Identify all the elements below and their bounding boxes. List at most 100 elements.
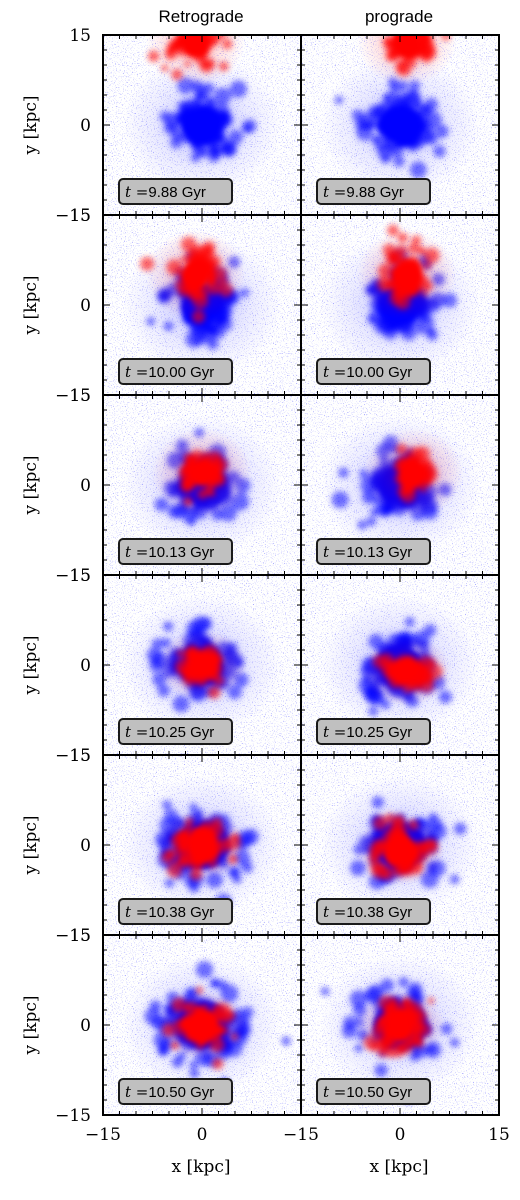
column-title-retrograde: Retrograde xyxy=(158,7,243,26)
blue-particle-clump xyxy=(187,517,196,527)
time-label: t =10.25 Gyr xyxy=(316,718,431,745)
red-particle-clump xyxy=(417,247,426,255)
blue-particle-clump xyxy=(404,617,415,627)
time-label-text: t =10.50 Gyr xyxy=(323,1083,412,1101)
panel-7: t =10.25 Gyr xyxy=(102,574,302,756)
blue-particle-clump xyxy=(343,1015,358,1030)
y-axis-label: y [kpc] xyxy=(21,996,41,1056)
red-particle-clump xyxy=(400,25,409,34)
blue-particle-clump xyxy=(151,638,163,650)
blue-particle-clump xyxy=(320,986,330,996)
red-particle-clump xyxy=(196,27,204,35)
y-tick-label: 0 xyxy=(80,836,91,856)
blue-particle-clump xyxy=(334,95,344,105)
red-particle-clump xyxy=(395,245,408,257)
time-label-box xyxy=(118,1078,233,1105)
blue-particle-clump xyxy=(354,1044,363,1053)
time-label: t =10.00 Gyr xyxy=(118,358,233,385)
red-particle-clump xyxy=(227,854,238,865)
blue-particle-clump xyxy=(190,141,201,152)
red-dense-core xyxy=(187,1009,217,1041)
red-particle-clump xyxy=(396,61,412,77)
panel-2: t =9.88 Gyr xyxy=(300,25,500,216)
red-particle-clump xyxy=(183,496,193,507)
blue-particle-clump xyxy=(374,1063,388,1078)
time-label-box xyxy=(316,358,431,385)
time-label-box xyxy=(316,718,431,745)
panel-11: t =10.50 Gyr xyxy=(102,934,302,1116)
red-particle-clump xyxy=(181,830,189,839)
y-tick-label: 15 xyxy=(69,926,91,946)
x-axis-label-right: x [kpc] xyxy=(370,1157,429,1177)
red-dense-core xyxy=(385,1009,415,1041)
panel-plot-area xyxy=(301,755,499,935)
time-label-text: t =10.13 Gyr xyxy=(125,543,214,561)
blue-particle-clump xyxy=(221,143,233,154)
blue-particle-clump xyxy=(423,624,437,637)
y-tick-label: 15 xyxy=(69,746,91,766)
red-dense-core xyxy=(192,462,212,484)
red-particle-clump xyxy=(427,997,435,1005)
blue-dense-core xyxy=(378,106,422,144)
time-label: t =10.25 Gyr xyxy=(118,718,233,745)
panel-3: t =10.00 Gyr xyxy=(102,214,302,396)
y-axis-label: y [kpc] xyxy=(21,456,41,516)
blue-particle-clump xyxy=(331,491,349,509)
blue-particle-clump xyxy=(355,118,368,131)
time-label: t =10.13 Gyr xyxy=(316,538,431,565)
red-particle-clump xyxy=(373,815,388,831)
blue-particle-clump xyxy=(435,124,449,139)
red-dense-core xyxy=(393,260,420,290)
red-particle-clump xyxy=(421,290,429,297)
red-particle-clump xyxy=(180,475,194,489)
panel-1: t =9.88 Gyr xyxy=(102,27,302,216)
time-label-text: t =10.00 Gyr xyxy=(125,363,214,381)
red-particle-clump xyxy=(180,255,188,263)
x-axis-label-left: x [kpc] xyxy=(172,1157,231,1177)
blue-particle-clump xyxy=(195,960,214,979)
red-particle-clump xyxy=(140,256,155,271)
red-particle-clump xyxy=(387,224,399,237)
blue-particle-clump xyxy=(144,1007,161,1025)
blue-particle-clump xyxy=(164,121,177,134)
y-tick-label: 15 xyxy=(69,386,91,406)
y-tick-label: 0 xyxy=(80,296,91,316)
y-axis-label: y [kpc] xyxy=(21,636,41,696)
red-particle-clump xyxy=(197,489,208,500)
y-tick-label: 0 xyxy=(80,1016,91,1036)
blue-particle-clump xyxy=(409,161,427,179)
blue-particle-clump xyxy=(371,796,384,809)
blue-particle-clump xyxy=(206,337,219,350)
blue-particle-clump xyxy=(189,1068,200,1079)
x-tick-label: 0 xyxy=(197,1125,208,1145)
labels-layer: 15 0 −15 y [kpc] 15 0 −15 y [kpc] 15 0 −15 y [kpc] 1… xyxy=(21,26,510,1145)
blue-particle-clump xyxy=(426,329,438,341)
red-particle-clump xyxy=(164,48,177,61)
blue-particle-clump xyxy=(438,690,452,704)
time-label-text: t =9.88 Gyr xyxy=(125,183,206,201)
red-dense-core xyxy=(393,35,420,56)
red-particle-clump xyxy=(214,266,227,280)
time-label: t =9.88 Gyr xyxy=(316,178,431,205)
blue-particle-clump xyxy=(217,980,228,991)
blue-particle-clump xyxy=(229,80,247,98)
red-particle-clump xyxy=(407,819,419,831)
red-particle-clump xyxy=(171,69,183,81)
red-particle-clump xyxy=(218,61,229,72)
blue-particle-clump xyxy=(425,111,442,128)
blue-particle-clump xyxy=(281,1036,291,1046)
red-particle-clump xyxy=(411,235,422,246)
red-particle-clump xyxy=(424,262,432,270)
red-particle-clump xyxy=(147,50,160,62)
y-tick-label: −15 xyxy=(55,746,91,766)
blue-particle-clump xyxy=(146,317,156,326)
panel-plot-area xyxy=(103,575,301,755)
y-axis-label: y [kpc] xyxy=(21,96,41,156)
red-particle-clump xyxy=(161,850,174,864)
panel-8: t =10.25 Gyr xyxy=(300,574,500,756)
red-dense-core xyxy=(192,654,212,676)
blue-particle-clump xyxy=(357,520,368,530)
blue-particle-clump xyxy=(163,621,174,632)
red-particle-clump xyxy=(203,241,216,254)
